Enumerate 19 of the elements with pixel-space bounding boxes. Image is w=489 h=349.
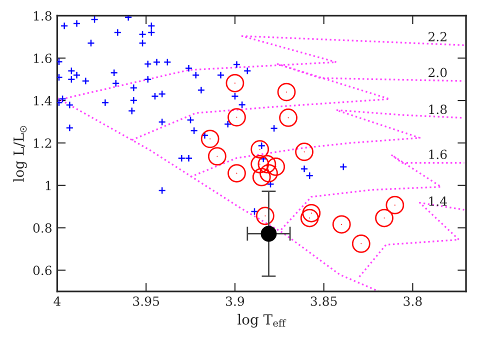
x-axis-title: log T$_{eff}$ — [238, 314, 286, 328]
series-label: 1.6 — [429, 150, 447, 160]
x-tick-label: 4 — [54, 296, 61, 306]
series-label: 2.2 — [428, 32, 446, 42]
y-tick-label: 1.2 — [34, 138, 52, 148]
y-axis-title: log L/L$_{☉}$ — [13, 126, 27, 182]
series-label: 1.8 — [429, 104, 447, 114]
x-tick-label: 3.85 — [310, 296, 337, 306]
y-tick-label: 0.6 — [33, 266, 52, 276]
x-tick-label: 3.8 — [404, 296, 422, 306]
x-tick-label: 3.95 — [133, 296, 160, 306]
series-label: 1.4 — [429, 196, 447, 206]
y-tick-label: 1 — [46, 180, 51, 190]
x-tick-label: 3.9 — [226, 296, 244, 306]
y-tick-label: 1.6 — [34, 54, 52, 64]
y-tick-label: 1.4 — [34, 96, 52, 106]
series-label: 2.0 — [428, 68, 447, 78]
y-tick-label: 1.8 — [34, 11, 52, 21]
y-tick-label: 0.8 — [33, 223, 52, 233]
